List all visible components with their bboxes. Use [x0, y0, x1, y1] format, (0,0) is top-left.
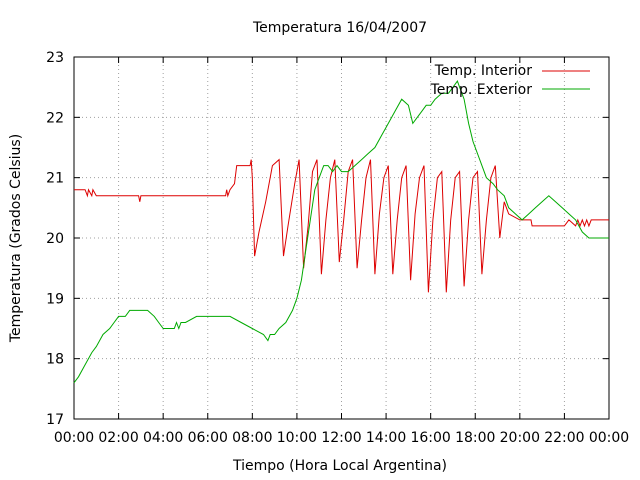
y-tick-label: 22: [46, 110, 64, 126]
x-tick-label: 14:00: [366, 430, 406, 446]
x-tick-label: 02:00: [98, 430, 138, 446]
legend: Temp. Interior Temp. Exterior: [430, 63, 590, 98]
x-tick-label: 12:00: [321, 430, 361, 446]
x-tick-label: 08:00: [232, 430, 272, 446]
y-tick-label: 20: [46, 231, 64, 247]
series-line-exterior: [73, 80, 609, 384]
x-axis-label: Tiempo (Hora Local Argentina): [232, 458, 447, 474]
x-tick-label: 20:00: [500, 430, 540, 446]
grid-lines: [74, 57, 609, 419]
x-tick-label: 16:00: [410, 430, 450, 446]
chart-title: Temperatura 16/04/2007: [252, 20, 427, 36]
x-tick-label: 00:00: [54, 430, 94, 446]
x-tick-label: 00:00: [589, 430, 629, 446]
y-axis-label: Temperatura (Grados Celsius): [8, 134, 24, 343]
y-tick-label: 17: [46, 412, 64, 428]
y-tick-label: 18: [46, 352, 64, 368]
y-tick-label: 19: [46, 291, 64, 307]
x-tick-label: 06:00: [188, 430, 228, 446]
y-tick-label: 21: [46, 171, 64, 187]
x-tick-label: 04:00: [143, 430, 183, 446]
x-tick-labels: 00:00 02:00 04:00 06:00 08:00 10:00 12:00 14:00…: [54, 430, 629, 446]
series-line-interior: [74, 158, 609, 293]
series-lines: [73, 80, 609, 384]
legend-label-exterior: Temp. Exterior: [430, 82, 533, 98]
y-tick-labels: 17 18 19 20 21 22 23: [46, 50, 64, 428]
legend-label-interior: Temp. Interior: [434, 63, 533, 79]
x-tick-label: 18:00: [455, 430, 495, 446]
axis-ticks: [73, 56, 610, 420]
x-tick-label: 10:00: [277, 430, 317, 446]
x-tick-label: 22:00: [544, 430, 584, 446]
y-tick-label: 23: [46, 50, 64, 66]
